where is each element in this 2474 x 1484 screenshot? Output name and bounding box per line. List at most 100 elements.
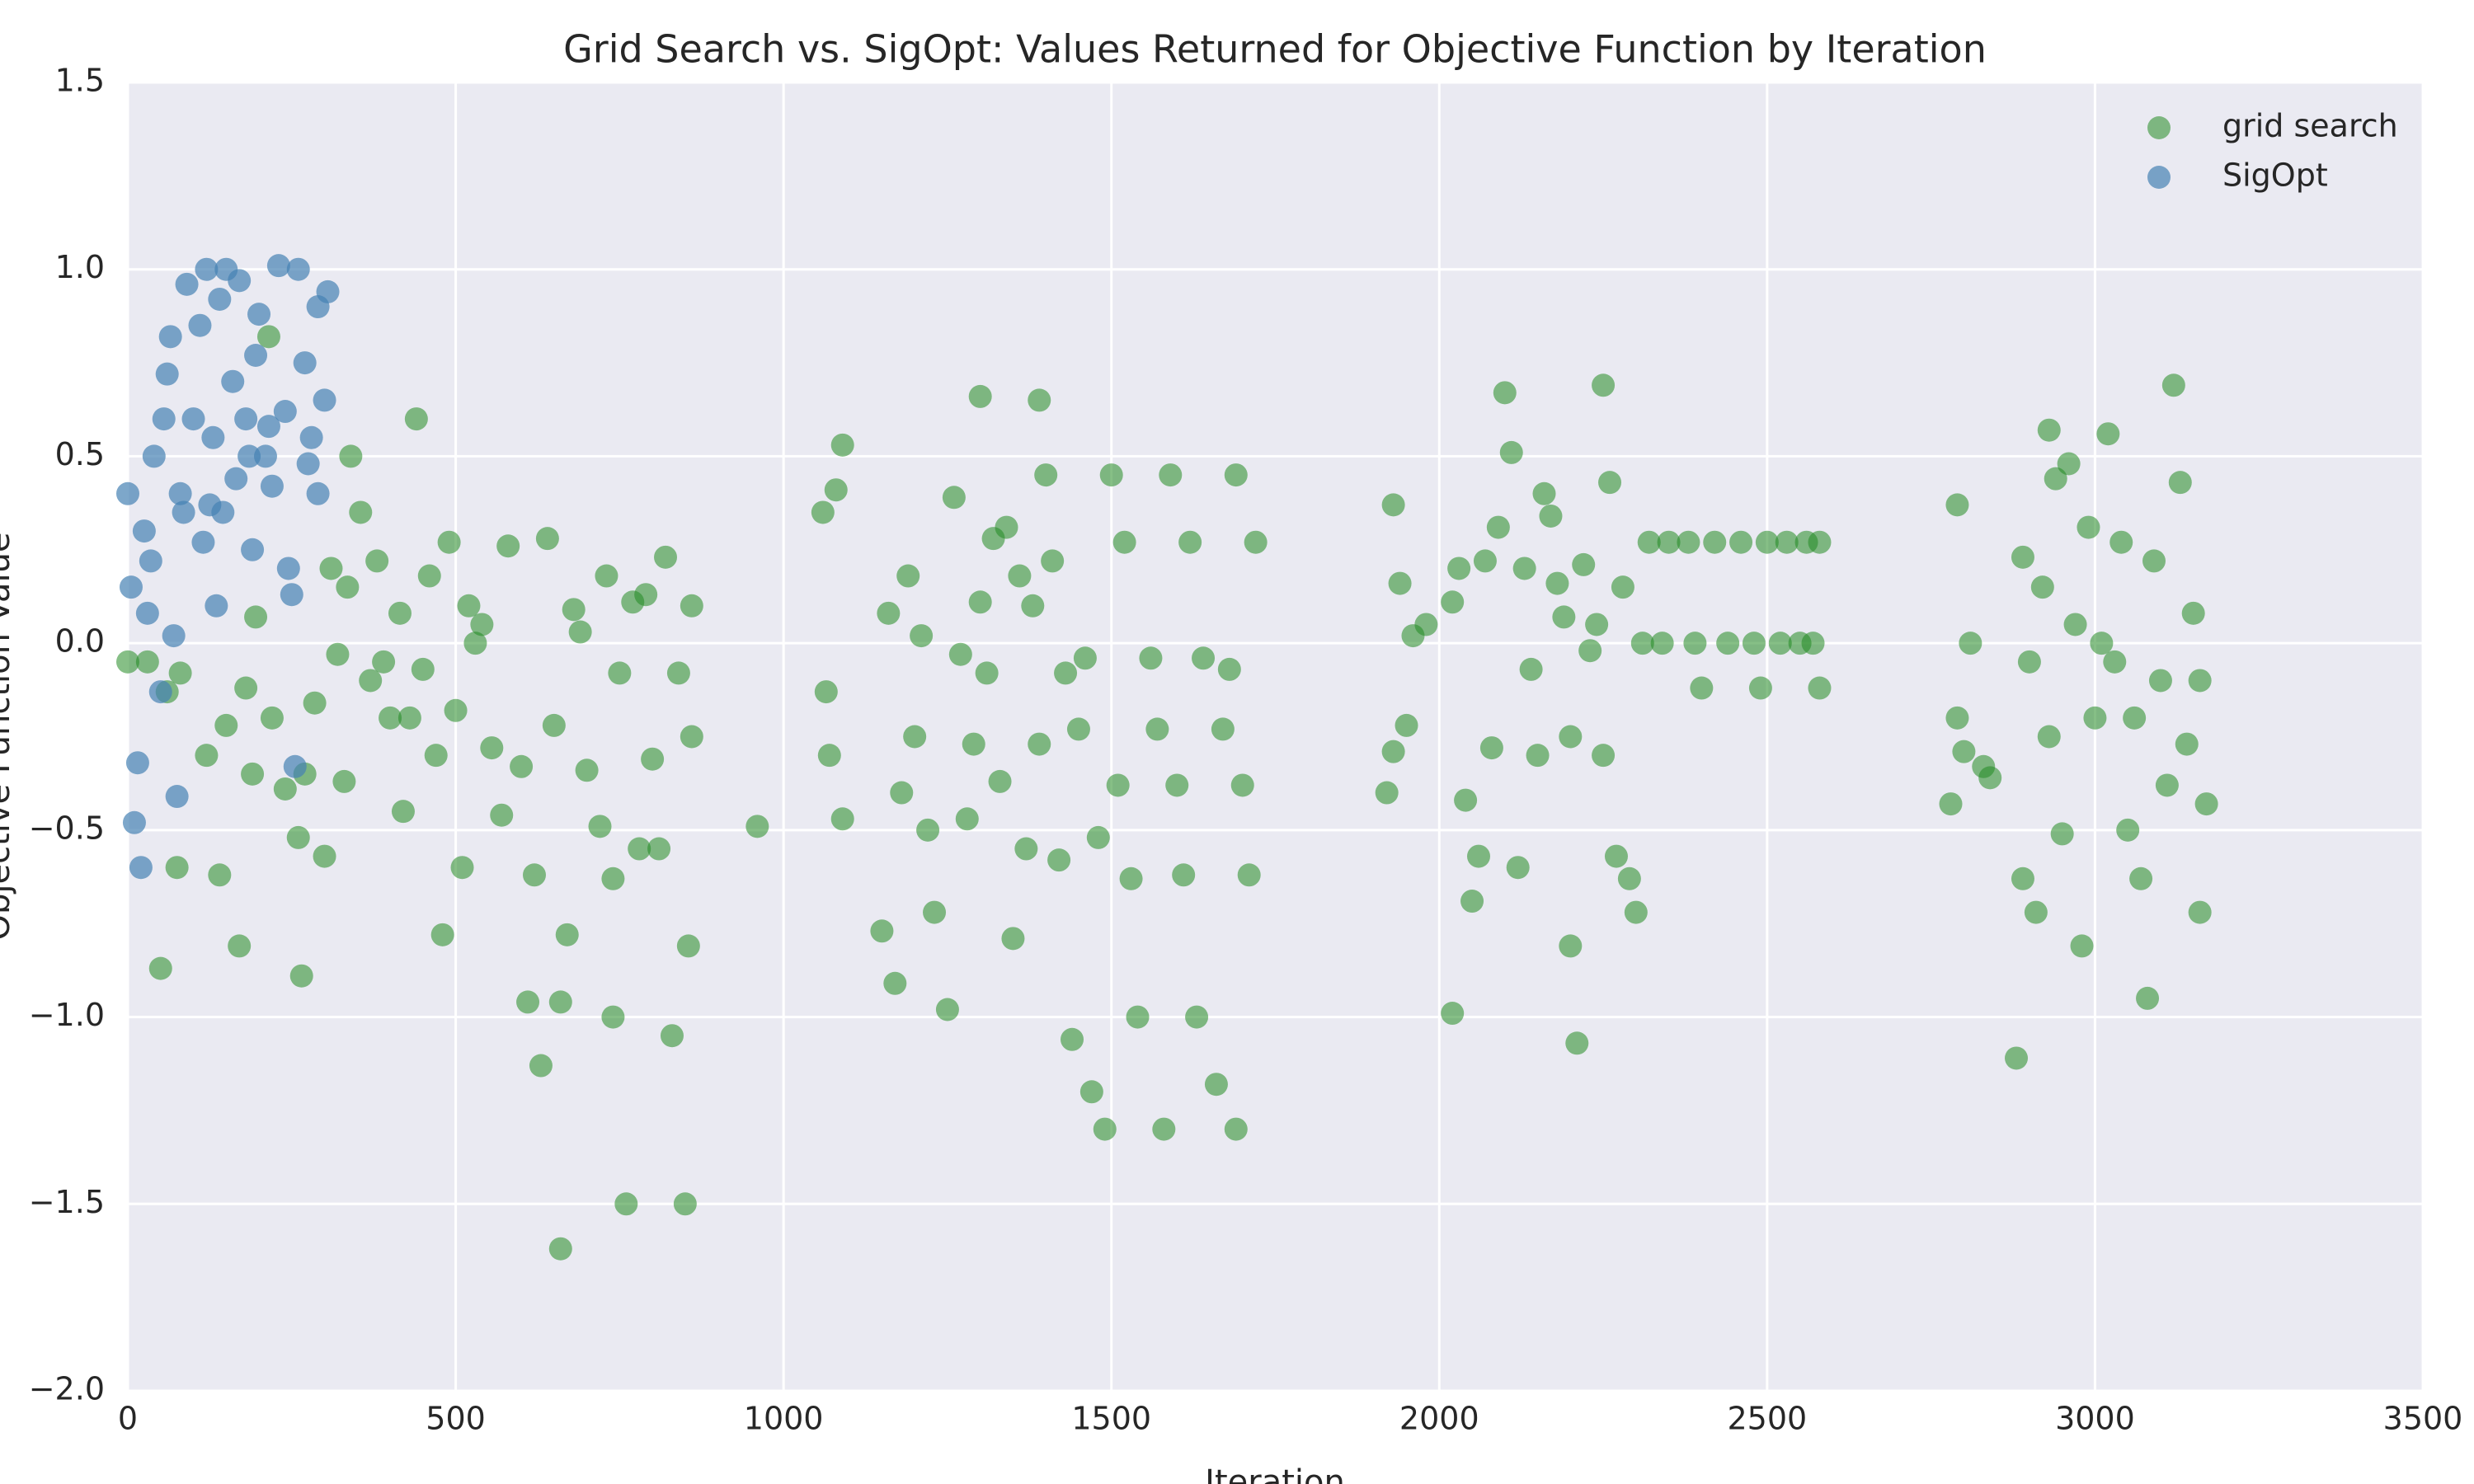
data-point [2168,471,2192,495]
data-point [411,657,435,681]
data-point [165,785,189,809]
y-tick-label: −0.5 [29,810,105,846]
data-point [208,863,232,887]
data-point [935,998,959,1021]
data-point [1041,549,1065,573]
data-point [135,601,159,625]
legend-label: SigOpt [2222,157,2328,194]
data-point [555,923,579,946]
data-point [116,481,139,505]
data-point [877,601,901,625]
data-point [2070,934,2094,958]
legend-marker [2147,166,2171,189]
data-point [181,407,205,431]
data-point [139,549,162,573]
data-point [1585,613,1609,636]
data-point [336,575,360,599]
data-point [1624,900,1648,924]
data-point [228,934,252,958]
data-point [299,425,323,449]
data-point [903,725,927,749]
plot-background [128,82,2423,1391]
data-point [1690,676,1714,700]
data-point [1230,773,1254,797]
data-point [995,515,1018,539]
data-point [165,856,189,880]
data-point [2063,613,2087,636]
data-point [975,661,999,685]
data-point [1650,632,1674,655]
data-point [1079,1080,1103,1104]
legend: grid search SigOpt [2147,108,2398,194]
data-point [1112,530,1136,554]
data-point [316,279,340,303]
legend-marker [2147,116,2171,139]
data-point [175,272,199,296]
data-point [516,990,540,1014]
data-point [1066,717,1090,741]
data-point [1506,856,1530,880]
data-point [1532,481,1556,505]
data-point [948,642,972,666]
data-point [535,527,559,551]
data-point [1178,530,1202,554]
data-point [241,762,265,786]
data-point [1217,657,1241,681]
data-point [306,481,330,505]
data-point [2057,452,2081,476]
y-tick-label: −2.0 [29,1371,105,1407]
data-point [195,257,219,281]
data-point [1592,373,1616,397]
data-point [256,325,280,349]
data-point [2030,575,2054,599]
data-point [1716,632,1740,655]
data-point [319,556,343,580]
data-point [1683,632,1707,655]
data-point [283,754,307,778]
data-point [1395,713,1418,737]
data-point [247,303,271,326]
data-point [303,691,327,715]
data-point [1473,549,1497,573]
data-point [379,706,402,730]
data-point [1952,740,1976,763]
data-point [256,415,280,439]
data-point [2083,706,2107,730]
data-point [510,754,534,778]
y-tick-label: 0.5 [55,436,105,472]
data-point [332,769,356,793]
data-point [1224,463,1248,487]
data-point [260,474,284,498]
data-point [1106,773,1130,797]
x-tick-label: 0 [118,1401,138,1437]
data-point [276,556,300,580]
data-point [188,313,212,337]
data-point [2017,650,2041,674]
data-point [548,1237,572,1261]
data-point [2142,549,2166,573]
data-point [1552,605,1576,629]
data-point [745,815,769,838]
data-point [1559,934,1583,958]
data-point [1657,530,1681,554]
data-point [2181,601,2205,625]
data-point [1001,927,1025,951]
data-point [463,632,487,655]
data-point [1441,590,1465,614]
data-point [1630,632,1654,655]
data-point [2024,900,2048,924]
data-point [1945,493,1969,517]
data-point [2116,818,2140,842]
data-point [1526,744,1550,768]
data-point [968,384,992,408]
data-point [1073,646,1097,670]
data-point [496,534,520,558]
data-point [2011,866,2034,890]
data-point [2090,632,2114,655]
data-point [244,344,268,368]
data-point [1008,564,1032,588]
data-point [1061,1027,1084,1051]
data-point [214,713,238,737]
data-point [1637,530,1661,554]
data-point [198,493,222,517]
